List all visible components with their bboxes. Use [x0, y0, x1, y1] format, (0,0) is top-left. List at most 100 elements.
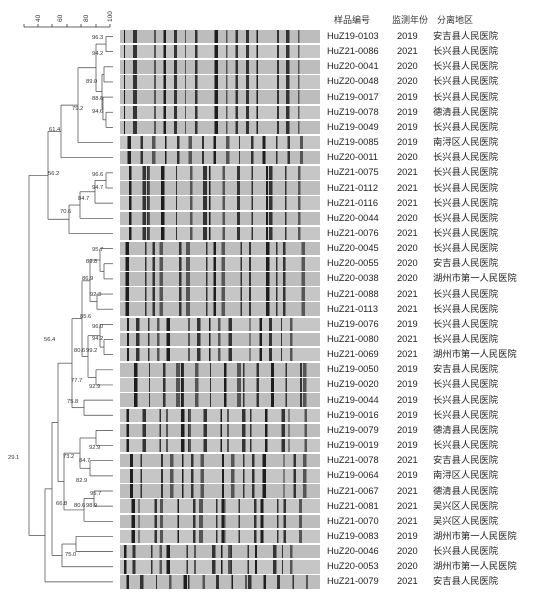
gel-lane [120, 90, 320, 104]
header-sample-id: 样品编号 [334, 15, 371, 25]
sample-row: HuZ19-0020 2019 长兴县人民医院 [0, 377, 554, 392]
node-label: 94.6 [92, 109, 103, 115]
sample-year: 2019 [397, 470, 418, 481]
sample-row: HuZ21-0088 2021 长兴县人民医院 [0, 287, 554, 302]
sample-id: HuZ19-0044 [327, 394, 379, 405]
sample-site: 长兴县人民医院 [433, 167, 499, 179]
sample-id: HuZ20-0046 [327, 546, 379, 557]
node-label: 77.7 [71, 378, 82, 384]
sample-year: 2021 [397, 576, 418, 587]
sample-row: HuZ21-0075 2021 长兴县人民医院 [0, 165, 554, 180]
sample-site: 长兴县人民医院 [433, 121, 499, 133]
sample-row: HuZ20-0038 2020 湖州市第一人民医院 [0, 271, 554, 286]
sample-site: 长兴县人民医院 [433, 303, 499, 315]
sample-site: 吴兴区人民医院 [433, 500, 499, 512]
gel-lane [120, 29, 320, 44]
node-label: 96.0 [92, 324, 103, 330]
sample-year: 2020 [397, 152, 418, 163]
sample-row: HuZ21-0112 2021 长兴县人民医院 [0, 181, 554, 196]
sample-site: 长兴县人民医院 [433, 61, 499, 73]
sample-id: HuZ19-0016 [327, 409, 379, 420]
node-label: 92.3 [90, 292, 101, 298]
sample-year: 2020 [397, 258, 418, 269]
gel-lane [120, 499, 320, 513]
sample-row: HuZ20-0055 2020 安吉县人民医院 [0, 256, 554, 271]
sample-row: HuZ20-0053 2020 湖州市第一人民医院 [0, 559, 554, 574]
sample-year: 2020 [397, 561, 418, 572]
sample-year: 2019 [397, 318, 418, 329]
sample-row: HuZ19-0078 2019 德清县人民医院 [0, 105, 554, 120]
sample-id: HuZ19-0064 [327, 470, 379, 481]
sample-id: HuZ19-0078 [327, 106, 379, 117]
sample-row: HuZ19-0049 2019 长兴县人民医院 [0, 120, 554, 135]
node-labels: 96.3 94.2 89.0 88.6 94.6 79.2 61.4 96.6 … [8, 35, 103, 558]
sample-site: 湖州市第一人民医院 [433, 561, 517, 573]
sample-site: 南浔区人民医院 [433, 137, 499, 149]
sample-site: 安吉县人民医院 [433, 258, 499, 270]
sample-id: HuZ19-0050 [327, 364, 379, 375]
sample-row: HuZ19-0019 2019 长兴县人民医院 [0, 438, 554, 453]
sample-site: 湖州市第一人民医院 [433, 273, 517, 285]
sample-row: HuZ21-0079 2021 安吉县人民医院 [0, 574, 554, 589]
gel-lane [120, 453, 320, 468]
gel-lane [120, 423, 320, 438]
sample-id: HuZ21-0075 [327, 167, 379, 178]
node-label: 89.8 [86, 259, 97, 265]
sample-id: HuZ21-0081 [327, 500, 379, 511]
node-label: 99.2 [86, 348, 97, 354]
similarity-scale [23, 24, 111, 28]
gel-lane [120, 438, 320, 453]
sample-site: 长兴县人民医院 [433, 212, 499, 224]
sample-id: HuZ20-0055 [327, 258, 379, 269]
sample-year: 2021 [397, 182, 418, 193]
sample-id: HuZ19-0019 [327, 440, 379, 451]
sample-site: 德清县人民医院 [433, 106, 499, 118]
gel-lane [120, 196, 320, 210]
sample-row: HuZ20-0045 2020 长兴县人民医院 [0, 241, 554, 256]
node-label: 92.9 [89, 384, 100, 390]
gel-lane [120, 514, 320, 529]
sample-row: HuZ19-0085 2019 南浔区人民医院 [0, 135, 554, 150]
sample-row: HuZ21-0076 2021 长兴县人民医院 [0, 226, 554, 241]
sample-id: HuZ21-0088 [327, 288, 379, 299]
sample-row: HuZ21-0070 2021 吴兴区人民医院 [0, 514, 554, 529]
sample-year: 2019 [397, 106, 418, 117]
sample-site: 长兴县人民医院 [433, 440, 499, 452]
sample-year: 2019 [397, 31, 418, 41]
sample-id: HuZ20-0038 [327, 273, 379, 284]
sample-id: HuZ20-0053 [327, 561, 379, 572]
sample-id: HuZ19-0017 [327, 91, 379, 102]
sample-site: 长兴县人民医院 [433, 152, 499, 164]
sample-row: HuZ19-0016 2019 长兴县人民医院 [0, 408, 554, 423]
sample-site: 德清县人民医院 [433, 424, 499, 436]
gel-lane [120, 287, 320, 301]
sample-site: 长兴县人民医院 [433, 46, 499, 58]
sample-id: HuZ21-0113 [327, 303, 378, 314]
sample-year: 2021 [397, 500, 418, 511]
sample-year: 2021 [397, 303, 418, 314]
sample-site: 长兴县人民医院 [433, 91, 499, 103]
gel-lane [120, 135, 320, 150]
sample-row: HuZ19-0076 2019 长兴县人民医院 [0, 317, 554, 332]
sample-row: HuZ19-0079 2019 德清县人民医院 [0, 423, 554, 438]
sample-row: HuZ19-0083 2019 湖州市第一人民医院 [0, 529, 554, 544]
sample-site: 长兴县人民医院 [433, 409, 499, 421]
node-label: 84.7 [79, 458, 90, 464]
sample-row: HuZ19-0103 2019 安吉县人民医院 [0, 29, 554, 44]
sample-site: 安吉县人民医院 [433, 455, 499, 467]
sample-site: 长兴县人民医院 [433, 379, 499, 391]
gel-lane [120, 544, 320, 559]
scale-tick-label: 40 [35, 14, 42, 22]
sample-row: HuZ19-0044 2019 长兴县人民医院 [0, 393, 554, 408]
gel-lane [120, 150, 320, 165]
gel-lane [120, 378, 320, 392]
sample-year: 2020 [397, 243, 418, 254]
sample-year: 2021 [397, 197, 418, 208]
sample-year: 2019 [397, 394, 418, 405]
sample-row: HuZ19-0017 2019 长兴县人民医院 [0, 90, 554, 105]
sample-site: 吴兴区人民医院 [433, 515, 499, 527]
node-label: 94.2 [92, 336, 103, 342]
gel-lane [120, 347, 320, 362]
